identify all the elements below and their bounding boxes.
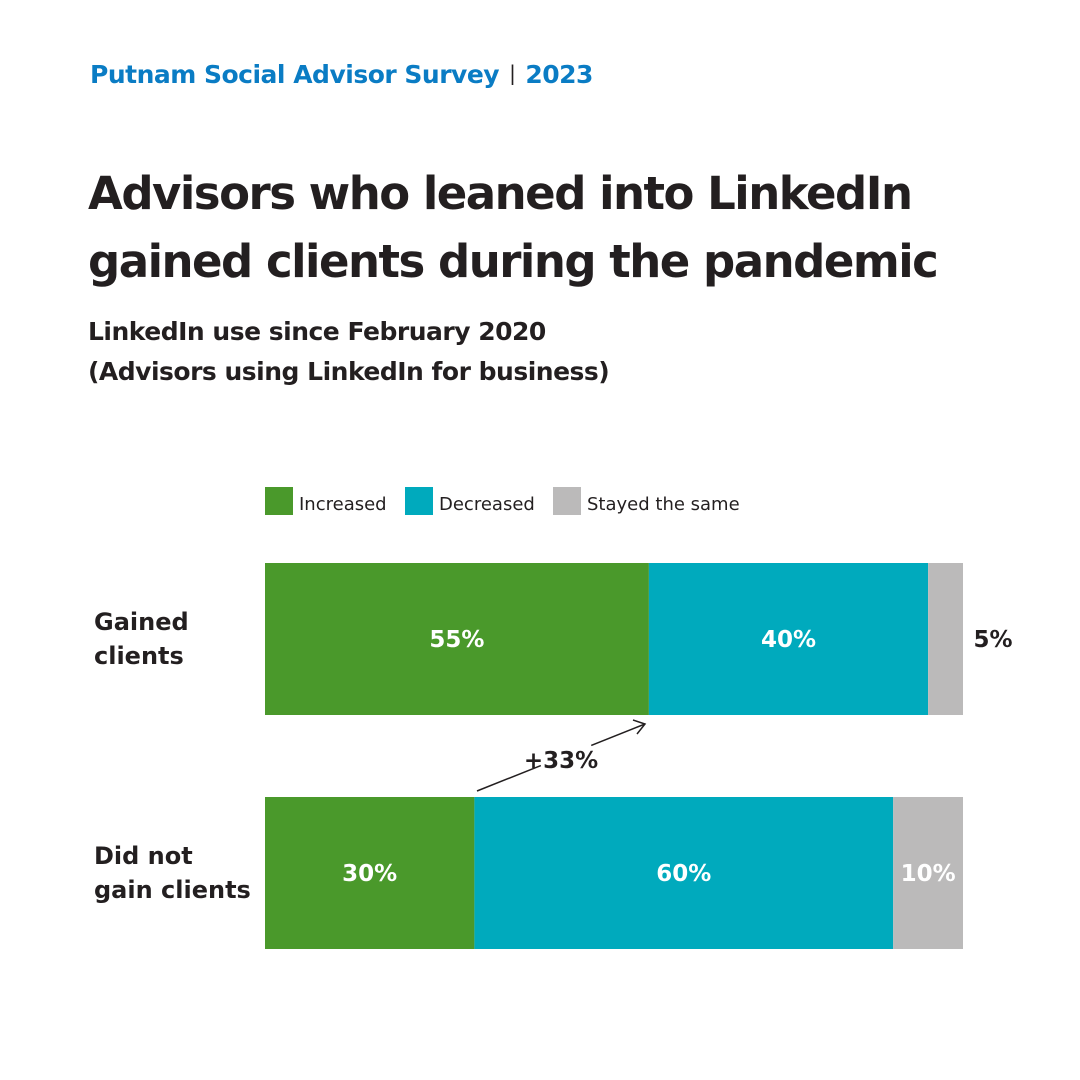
- legend-swatch-0: [265, 487, 293, 515]
- legend-swatch-1: [405, 487, 433, 515]
- row-label: gain clients: [94, 876, 251, 904]
- subtitle-line-2: (Advisors using LinkedIn for business): [88, 357, 610, 386]
- chart-title: Advisors who leaned into LinkedIn gained…: [88, 160, 1048, 296]
- survey-header: Putnam Social Advisor Survey | 2023: [90, 60, 593, 89]
- survey-year: 2023: [525, 60, 593, 89]
- subtitle-line-1: LinkedIn use since February 2020: [88, 317, 546, 346]
- bar-segment: [928, 563, 963, 715]
- value-label: 30%: [342, 861, 397, 887]
- title-line-1: Advisors who leaned into LinkedIn: [88, 167, 913, 220]
- row-label: clients: [94, 642, 184, 670]
- annotation-label: +33%: [524, 748, 598, 774]
- annotation-arrow-line: [476, 764, 542, 792]
- bar-segment: [265, 797, 475, 949]
- value-label: 10%: [901, 861, 956, 887]
- arrow-head-icon: [632, 719, 647, 735]
- chart-subtitle: LinkedIn use since February 2020 (Adviso…: [88, 312, 610, 392]
- survey-name: Putnam Social Advisor Survey: [90, 60, 500, 89]
- legend-swatch-2: [553, 487, 581, 515]
- title-line-2: gained clients during the pandemic: [88, 235, 939, 288]
- legend-label-2: Stayed the same: [587, 494, 740, 515]
- value-label: 40%: [761, 627, 816, 653]
- bar-segment: [893, 797, 963, 949]
- bar-segment: [265, 563, 649, 715]
- annotation-arrow-line: [590, 723, 646, 747]
- bar-segment: [474, 797, 894, 949]
- legend-label-1: Decreased: [439, 494, 535, 515]
- legend-label-0: Increased: [299, 494, 387, 515]
- value-label: 55%: [429, 627, 484, 653]
- bar-segment: [648, 563, 929, 715]
- row-label: Gained: [94, 608, 189, 636]
- row-label: Did not: [94, 842, 193, 870]
- separator: |: [509, 61, 516, 85]
- value-label: 5%: [973, 627, 1012, 653]
- value-label: 60%: [656, 861, 711, 887]
